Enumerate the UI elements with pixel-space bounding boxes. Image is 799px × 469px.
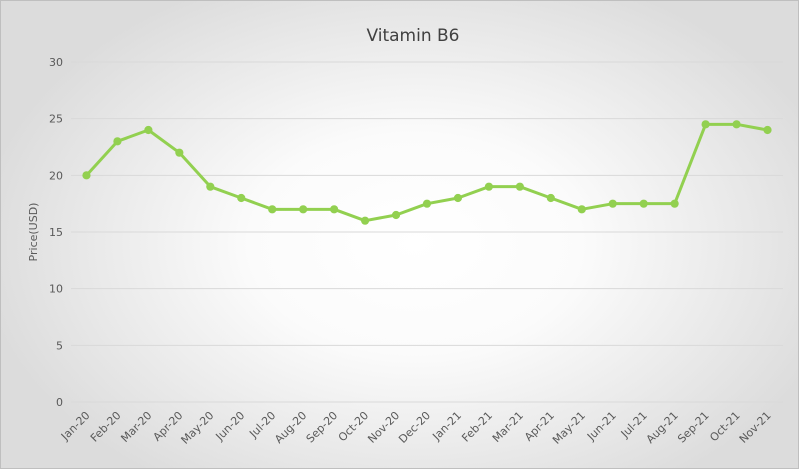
x-tick-label: Jan-21 xyxy=(429,409,464,444)
y-tick-label: 15 xyxy=(49,226,63,239)
y-tick-label: 0 xyxy=(56,396,63,409)
y-tick-label: 5 xyxy=(56,339,63,352)
data-point xyxy=(701,120,710,129)
data-point xyxy=(113,137,122,146)
x-tick-label: Jan-20 xyxy=(58,409,93,444)
data-point xyxy=(763,125,772,135)
data-point xyxy=(330,205,339,214)
data-point xyxy=(360,216,370,225)
data-point xyxy=(82,171,91,180)
x-tick-label: Feb-21 xyxy=(459,409,495,445)
data-point xyxy=(732,120,741,129)
x-tick-label: Jun-20 xyxy=(213,409,248,444)
x-tick-label: Aug-21 xyxy=(644,409,681,446)
data-point xyxy=(175,148,184,157)
x-tick-label: Jun-21 xyxy=(584,409,619,444)
y-axis-label: Price(USD) xyxy=(27,203,40,262)
data-point xyxy=(670,199,679,208)
x-tick-label: Mar-20 xyxy=(118,409,154,445)
x-tick-label: Nov-21 xyxy=(737,409,774,446)
x-tick-label: Mar-21 xyxy=(490,409,526,445)
data-point xyxy=(391,210,401,220)
y-axis-ticks: 0 5 10 15 20 25 30 xyxy=(49,56,63,409)
x-tick-label: Sep-21 xyxy=(675,409,712,446)
data-point xyxy=(515,182,524,191)
x-tick-label: Oct-20 xyxy=(336,409,371,444)
data-point xyxy=(484,182,494,191)
series xyxy=(82,120,772,225)
chart-title: Vitamin B6 xyxy=(366,26,459,46)
data-point xyxy=(608,199,617,208)
data-point xyxy=(237,193,246,203)
y-tick-label: 20 xyxy=(49,169,63,182)
x-tick-label: May-20 xyxy=(179,409,217,447)
y-tick-label: 10 xyxy=(49,283,63,296)
x-tick-label: Aug-20 xyxy=(272,409,309,446)
y-tick-label: 30 xyxy=(49,56,63,69)
x-tick-label: Feb-20 xyxy=(88,409,124,445)
data-point xyxy=(422,199,432,208)
data-point xyxy=(577,205,586,214)
data-point xyxy=(144,125,153,135)
data-point xyxy=(639,199,648,208)
y-tick-label: 25 xyxy=(49,113,63,126)
x-tick-label: May-21 xyxy=(550,409,588,447)
gridlines xyxy=(71,61,783,403)
x-tick-label: Sep-20 xyxy=(304,409,341,446)
x-tick-label: Oct-21 xyxy=(707,409,742,444)
data-point xyxy=(268,205,277,214)
data-point xyxy=(206,182,215,191)
x-tick-label: Dec-20 xyxy=(396,409,433,446)
x-tick-label: Nov-20 xyxy=(365,409,402,446)
data-point xyxy=(453,193,463,203)
data-point xyxy=(299,205,308,214)
data-point xyxy=(546,193,555,203)
